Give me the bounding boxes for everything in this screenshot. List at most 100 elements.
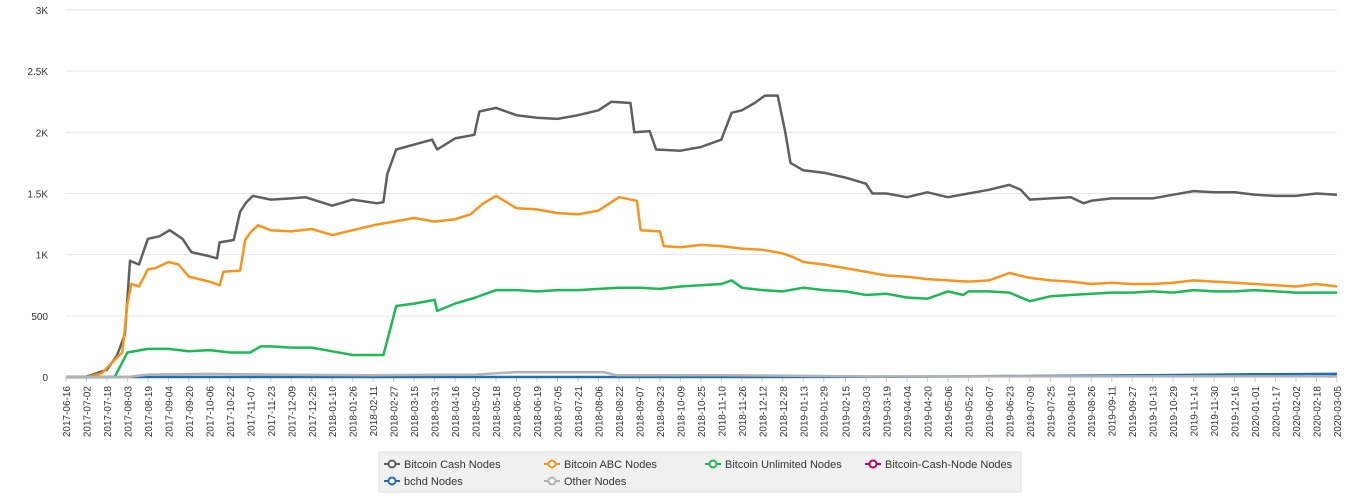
y-axis: 0 500 1K 1.5K 2K 2.5K 3K <box>27 6 48 384</box>
x-tick-label: 2019-09-27 <box>1128 386 1139 438</box>
x-tick-label: 2019-12-16 <box>1231 386 1242 438</box>
x-tick-label: 2018-02-27 <box>390 386 401 438</box>
x-tick-label: 2018-09-23 <box>656 386 667 438</box>
series-lines <box>66 94 1338 379</box>
legend-label: Other Nodes <box>564 476 627 488</box>
x-tick-label: 2018-08-06 <box>594 386 605 438</box>
x-tick-label: 2018-04-16 <box>451 386 462 438</box>
x-tick-label: 2019-07-25 <box>1046 386 1057 438</box>
x-tick-label: 2018-12-12 <box>758 386 769 438</box>
x-tick-label: 2019-01-13 <box>799 386 810 438</box>
x-tick-label: 2018-01-10 <box>328 386 339 438</box>
x-tick-label: 2017-12-09 <box>287 386 298 438</box>
x-tick-label: 2020-02-18 <box>1313 386 1324 438</box>
x-tick-label: 2017-12-25 <box>308 386 319 438</box>
x-tick-label: 2019-03-03 <box>862 386 873 438</box>
x-tick-label: 2017-08-19 <box>144 386 155 438</box>
legend-item-other-nodes[interactable]: Other Nodes <box>544 476 627 488</box>
series-line-other-nodes <box>66 370 1337 379</box>
x-tick-label: 2019-05-06 <box>944 386 955 438</box>
x-tick-label: 2018-06-19 <box>533 386 544 438</box>
x-tick-label: 2019-04-04 <box>903 386 914 438</box>
legend-item-bitcoin-cash-nodes[interactable]: Bitcoin Cash Nodes <box>384 459 501 471</box>
legend-label: Bitcoin ABC Nodes <box>564 459 657 471</box>
y-tick-label: 2.5K <box>27 67 48 78</box>
legend-item-bchd-nodes[interactable]: bchd Nodes <box>384 476 463 488</box>
x-tick-label: 2018-10-09 <box>676 386 687 438</box>
x-tick-label: 2019-06-07 <box>985 386 996 438</box>
x-tick-label: 2017-10-22 <box>226 386 237 438</box>
x-tick-label: 2019-10-29 <box>1169 386 1180 438</box>
legend-marker-icon <box>387 476 397 486</box>
x-tick-label: 2018-12-28 <box>779 386 790 438</box>
y-tick-label: 1.5K <box>27 190 48 201</box>
x-tick-label: 2017-07-18 <box>103 386 114 438</box>
x-tick-label: 2020-01-01 <box>1251 386 1262 438</box>
x-tick-label: 2019-05-22 <box>964 386 975 438</box>
x-tick-label: 2019-06-23 <box>1005 386 1016 438</box>
y-tick-label: 500 <box>31 312 48 323</box>
x-tick-label: 2019-11-30 <box>1210 386 1221 437</box>
x-tick-label: 2018-03-15 <box>410 386 421 438</box>
x-tick-label: 2017-08-03 <box>123 386 134 438</box>
x-tick-label: 2019-03-19 <box>882 386 893 438</box>
x-tick-label: 2017-09-04 <box>164 386 175 438</box>
x-tick-label: 2018-03-31 <box>431 386 442 438</box>
series-line-bitcoin-unlimited-nodes <box>66 279 1337 379</box>
legend-label: Bitcoin Cash Nodes <box>404 459 501 471</box>
x-tick-label: 2019-04-20 <box>923 386 934 438</box>
y-tick-label: 3K <box>36 6 49 17</box>
series-line-bitcoin-cash-nodes <box>66 94 1338 379</box>
x-tick-label: 2018-05-18 <box>492 386 503 438</box>
grid-lines <box>66 9 1337 378</box>
y-tick-label: 2K <box>36 128 49 139</box>
x-tick-label: 2018-01-26 <box>349 386 360 438</box>
x-tick-label: 2018-06-03 <box>513 386 524 438</box>
legend-box <box>378 451 1022 493</box>
legend-marker-icon <box>547 459 557 469</box>
x-tick-label: 2017-09-20 <box>185 386 196 438</box>
series-line-bitcoin-abc-nodes <box>66 194 1338 379</box>
x-tick-label: 2018-05-02 <box>472 386 483 438</box>
x-tick-label: 2019-08-26 <box>1087 386 1098 438</box>
x-tick-label: 2019-07-09 <box>1026 386 1037 438</box>
x-tick-label: 2018-11-26 <box>738 386 749 437</box>
x-tick-label: 2018-09-07 <box>635 386 646 438</box>
x-tick-label: 2019-09-11 <box>1108 386 1119 437</box>
x-tick-label: 2017-10-06 <box>205 386 216 438</box>
x-tick-label: 2019-11-14 <box>1190 386 1201 437</box>
y-tick-label: 1K <box>36 251 49 262</box>
legend: Bitcoin Cash Nodes Bitcoin ABC Nodes Bitco… <box>378 451 1022 493</box>
x-tick-label: 2019-08-10 <box>1067 386 1078 438</box>
x-tick-label: 2017-06-16 <box>62 386 73 438</box>
x-tick-label: 2018-08-22 <box>615 386 626 438</box>
legend-marker-icon <box>387 459 397 469</box>
legend-marker-icon <box>547 476 557 486</box>
legend-item-bitcoin-abc-nodes[interactable]: Bitcoin ABC Nodes <box>544 459 657 471</box>
x-tick-label: 2018-02-11 <box>369 386 380 437</box>
x-tick-label: 2019-01-29 <box>820 386 831 438</box>
x-tick-label: 2018-07-05 <box>554 386 565 438</box>
y-tick-label: 0 <box>42 373 48 384</box>
x-tick-label: 2018-07-21 <box>574 386 585 438</box>
x-tick-label: 2019-10-13 <box>1149 386 1160 438</box>
legend-item-bitcoin-cash-node-nodes[interactable]: Bitcoin-Cash-Node Nodes <box>865 459 1013 471</box>
x-tick-label: 2018-11-10 <box>717 386 728 437</box>
legend-label: bchd Nodes <box>404 476 463 488</box>
legend-marker-icon <box>708 459 718 469</box>
x-tick-label: 2019-02-15 <box>841 386 852 438</box>
legend-item-bitcoin-unlimited-nodes[interactable]: Bitcoin Unlimited Nodes <box>705 459 842 471</box>
x-tick-label: 2017-07-02 <box>82 386 93 438</box>
x-tick-label: 2020-01-17 <box>1272 386 1283 438</box>
x-tick-label: 2020-03-05 <box>1333 386 1344 438</box>
x-tick-label: 2017-11-23 <box>267 386 278 437</box>
x-tick-label: 2017-11-07 <box>246 386 257 437</box>
legend-label: Bitcoin Unlimited Nodes <box>725 459 842 471</box>
x-tick-label: 2018-10-25 <box>697 386 708 438</box>
x-tick-label: 2020-02-02 <box>1292 386 1303 438</box>
legend-label: Bitcoin-Cash-Node Nodes <box>885 459 1013 471</box>
x-axis: 2017-06-16 2017-07-02 2017-07-18 2017-08-03… <box>62 377 1344 437</box>
legend-marker-icon <box>868 459 878 469</box>
